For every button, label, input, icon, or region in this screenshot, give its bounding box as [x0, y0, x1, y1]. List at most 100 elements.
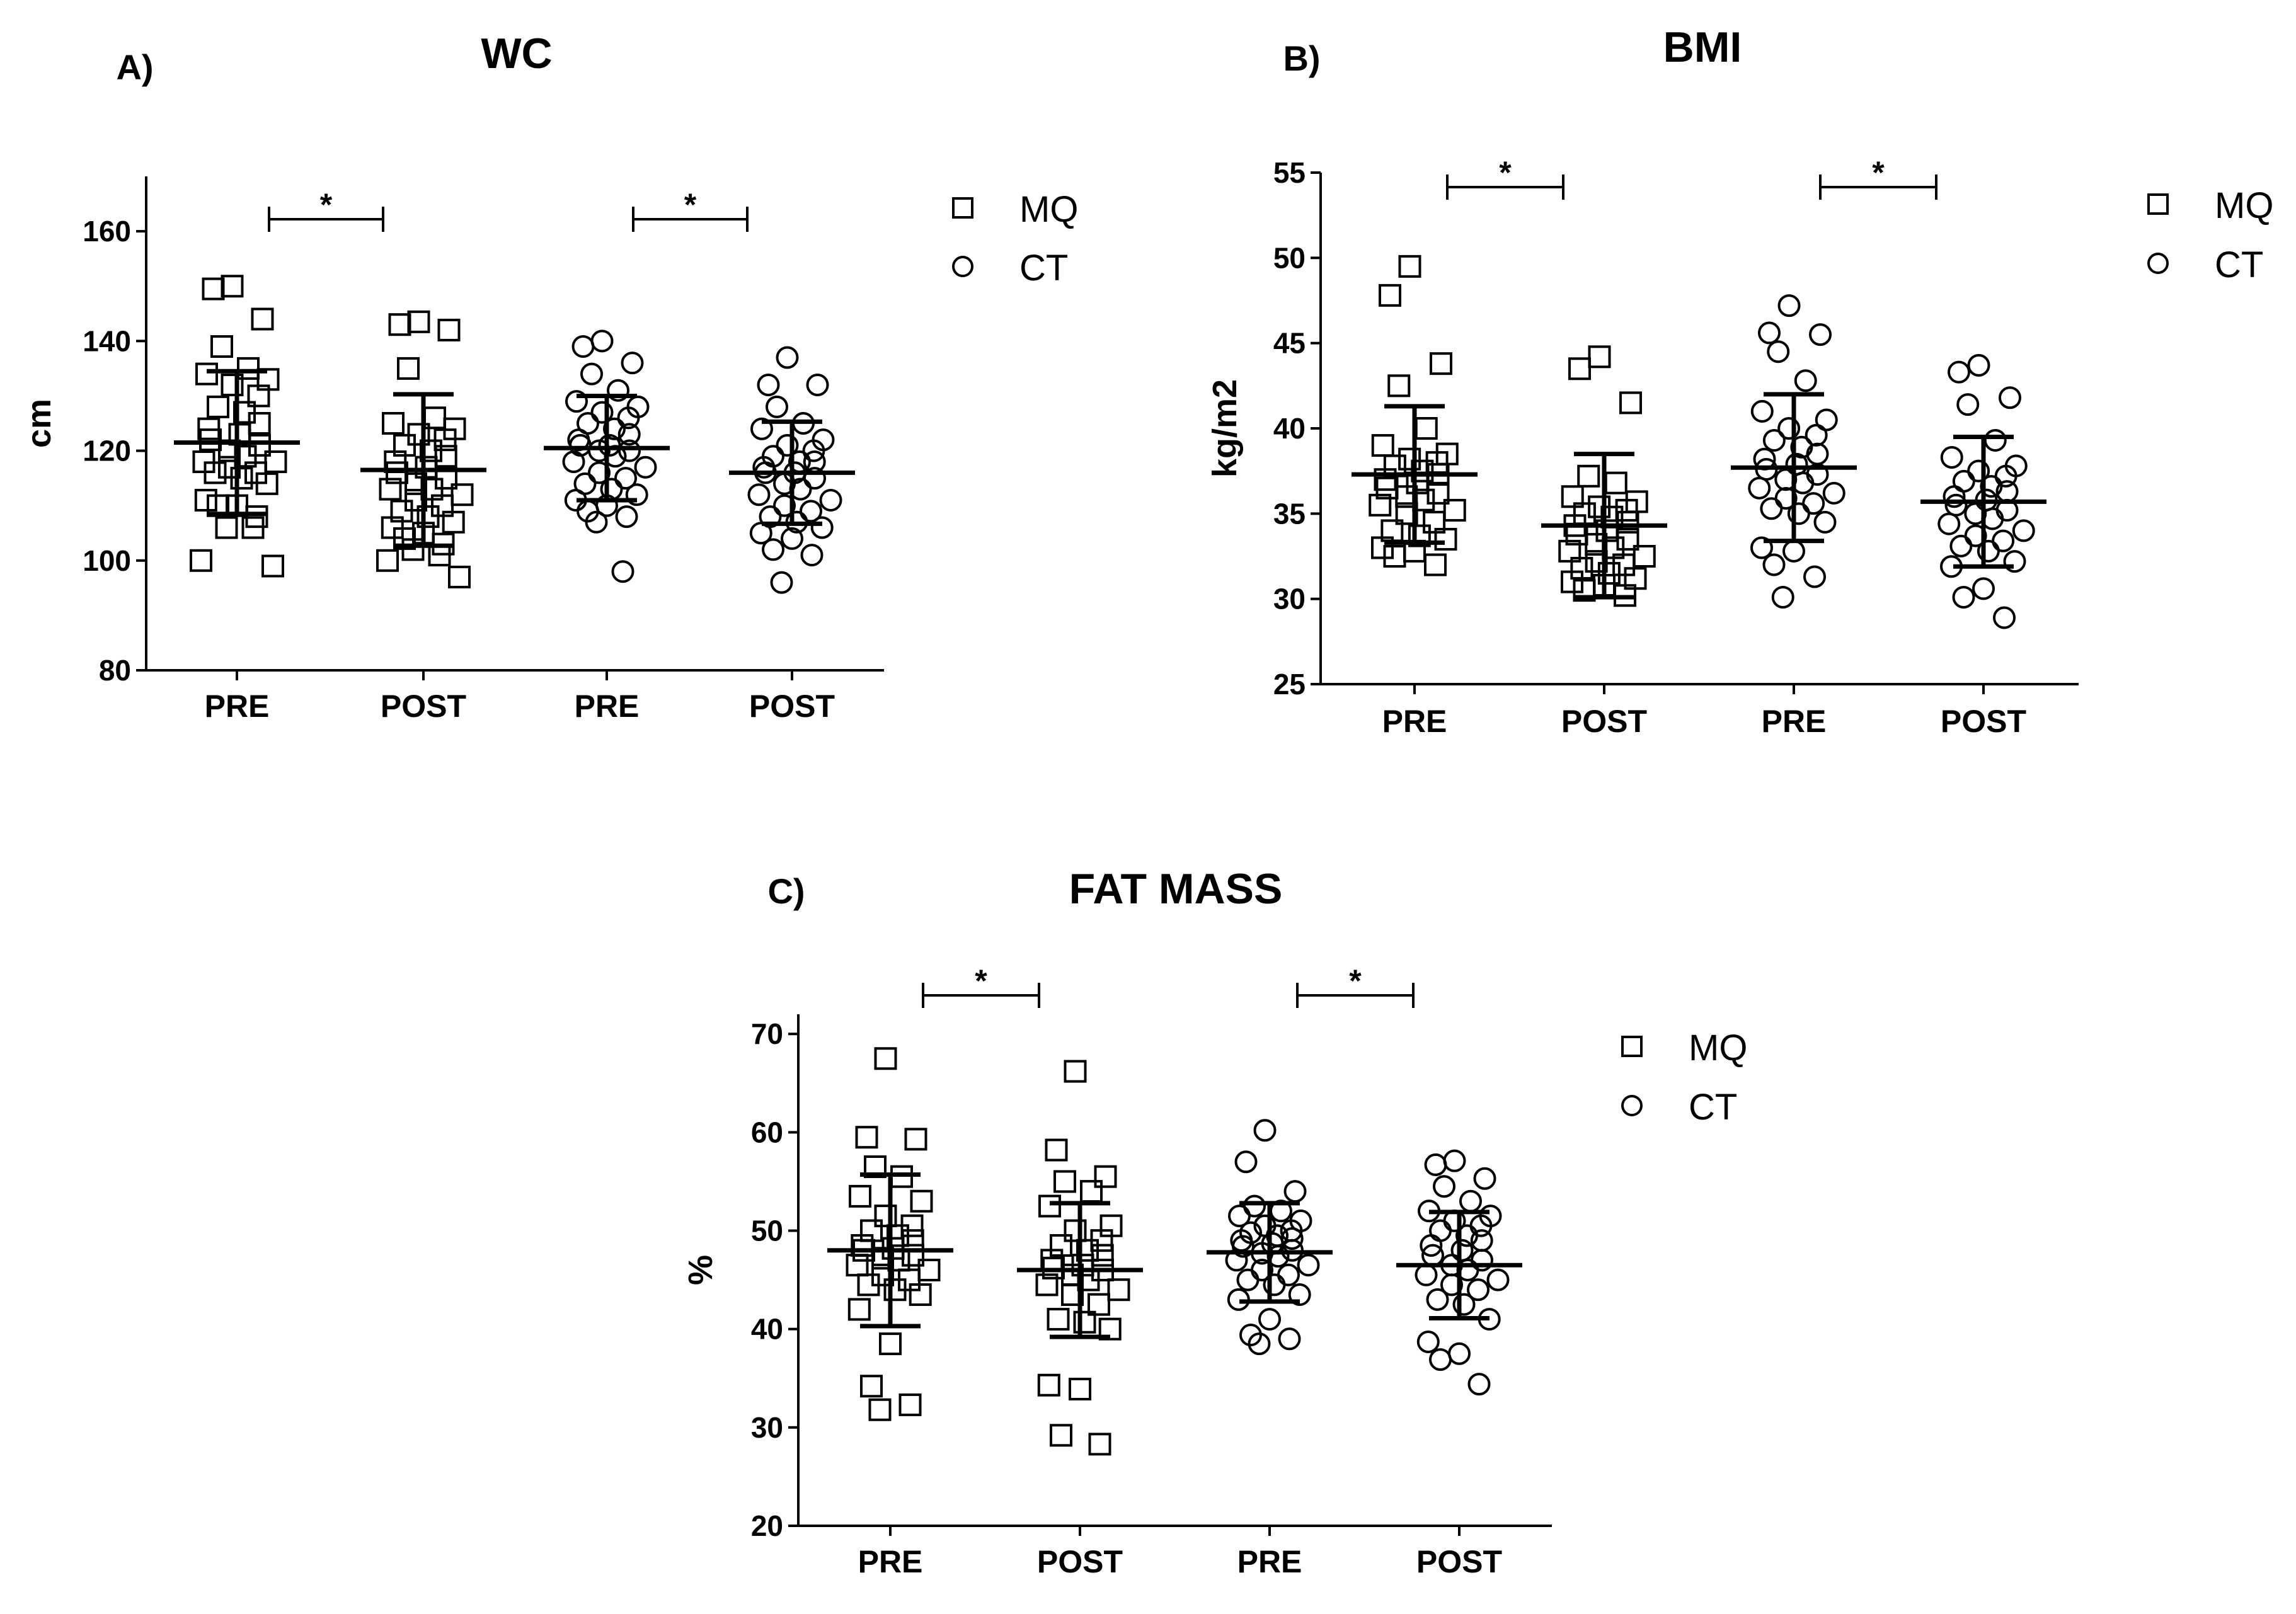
wc-group-2-point	[617, 406, 640, 430]
fatmass-panel-label: C)	[767, 871, 805, 911]
bmi-group-3-point	[1993, 606, 2016, 629]
bmi-group-1-point	[1619, 391, 1642, 415]
fatmass-group-1-point	[1061, 1283, 1084, 1307]
bmi-group-2-point	[1758, 321, 1781, 345]
bmi-group-2-point	[1794, 369, 1817, 392]
fatmass-group-1-point	[1050, 1424, 1072, 1447]
fatmass-group-3-point	[1424, 1153, 1447, 1176]
fatmass-y-axis-label: %	[682, 1255, 720, 1285]
bmi-group-1-point	[1604, 471, 1627, 495]
fatmass-group-1-point	[1069, 1377, 1091, 1400]
fatmass-group-0-point	[902, 1244, 924, 1267]
bmi-y-tick-label: 55	[1273, 156, 1306, 189]
fatmass-y-tick-label: 40	[751, 1313, 783, 1346]
fatmass-group-2-point	[1263, 1273, 1286, 1296]
bmi-x-tick-label: PRE	[1382, 704, 1447, 739]
fatmass-group-1-point	[1045, 1138, 1068, 1162]
wc-group-2-point	[607, 379, 629, 402]
wc-group-1-point	[416, 505, 440, 529]
wc-group-1-point	[382, 412, 405, 435]
fatmass-group-3-point	[1415, 1263, 1438, 1286]
fatmass-chart-title: FAT MASS	[1069, 865, 1283, 913]
wc-group-2-point	[621, 352, 644, 375]
wc-group-1-point	[407, 310, 430, 333]
fatmass-group-0-point	[874, 1205, 897, 1228]
wc-group-3-point	[749, 522, 772, 545]
fatmass-group-3-point	[1486, 1268, 1510, 1291]
wc-group-1-point	[397, 357, 420, 380]
wc-legend-marker-ct	[952, 256, 973, 277]
wc-group-3-point	[806, 374, 829, 397]
fatmass-group-0-point	[864, 1155, 887, 1179]
fatmass-group-1-point	[1098, 1317, 1122, 1341]
fatmass-group-0-point	[871, 1247, 894, 1270]
wc-group-0-point	[195, 362, 218, 386]
wc-group-3-point	[800, 500, 822, 523]
wc-group-3-point	[819, 488, 842, 512]
wc-group-3-point	[803, 467, 826, 490]
wc-panel-label: A)	[116, 47, 153, 87]
fatmass-group-1-point	[1035, 1273, 1059, 1296]
wc-group-2-point	[603, 417, 626, 440]
wc-group-3-point	[750, 417, 773, 440]
wc-y-tick-label: 120	[83, 435, 131, 467]
fatmass-group-1-point	[1053, 1170, 1076, 1193]
bmi-group-0-point	[1398, 255, 1421, 278]
wc-y-axis-label: cm	[20, 399, 58, 448]
bmi-group-3-point	[2003, 550, 2026, 573]
bmi-group-1-point	[1616, 527, 1639, 551]
bmi-group-3-point	[1999, 386, 2021, 409]
fatmass-group-0-point	[904, 1128, 927, 1151]
bmi-group-2-point	[1777, 417, 1801, 440]
wc-group-3-point	[747, 483, 771, 507]
fatmass-group-2-point	[1243, 1194, 1266, 1218]
bmi-group-3-point	[1992, 529, 2015, 552]
bmi-group-3-point	[2012, 519, 2035, 542]
wc-group-0-point	[221, 374, 244, 397]
bmi-group-3-point	[1983, 428, 2007, 452]
fatmass-group-2-point	[1248, 1332, 1271, 1356]
wc-group-0-point	[204, 461, 227, 484]
wc-significance-label: *	[320, 187, 333, 222]
fatmass-group-0-point	[909, 1283, 932, 1307]
bmi-legend-marker-mq	[2147, 193, 2169, 215]
wc-legend-marker-mq	[952, 197, 973, 219]
bmi-group-2-point	[1777, 294, 1801, 318]
fatmass-x-tick-label: POST	[1037, 1544, 1123, 1579]
fatmass-group-3-point	[1416, 1330, 1440, 1353]
bmi-chart-title: BMI	[1663, 23, 1742, 71]
fatmass-group-2-point	[1277, 1263, 1300, 1286]
bmi-group-3-point	[1977, 539, 2000, 563]
wc-group-0-point	[247, 384, 270, 408]
bmi-group-3-point	[1949, 534, 1973, 558]
wc-group-3-point	[757, 374, 780, 397]
bmi-group-3-point	[1952, 469, 1975, 493]
wc-group-0-point	[194, 488, 217, 512]
fatmass-group-0-point	[879, 1332, 902, 1356]
wc-x-tick-label: POST	[749, 689, 835, 724]
wc-group-1-point	[420, 439, 442, 462]
wc-group-0-point	[190, 549, 212, 572]
fatmass-group-3-point	[1467, 1278, 1490, 1302]
wc-group-2-point	[618, 439, 641, 462]
fatmass-group-1-point	[1076, 1239, 1099, 1262]
bmi-group-0-point	[1408, 524, 1431, 547]
bmi-group-2-point	[1813, 510, 1837, 534]
fatmass-group-3-point	[1440, 1273, 1463, 1296]
bmi-group-3-point	[1980, 475, 2003, 498]
wc-y-tick-label: 100	[83, 544, 131, 577]
bmi-group-2-point	[1771, 585, 1794, 609]
fatmass-x-tick-label: PRE	[1237, 1544, 1302, 1579]
bmi-group-2-point	[1762, 553, 1786, 576]
wc-group-0-point	[210, 335, 233, 358]
bmi-y-tick-label: 40	[1273, 412, 1306, 445]
fatmass-group-0-point	[883, 1278, 907, 1302]
wc-group-1-point	[442, 510, 465, 534]
bmi-group-1-point	[1585, 550, 1608, 573]
wc-group-2-point	[562, 450, 585, 473]
wc-group-2-point	[565, 390, 588, 413]
bmi-x-tick-label: POST	[1561, 704, 1647, 739]
fatmass-group-3-point	[1467, 1373, 1491, 1396]
wc-group-0-point	[230, 467, 253, 490]
fatmass-legend-marker-mq	[1621, 1036, 1643, 1057]
